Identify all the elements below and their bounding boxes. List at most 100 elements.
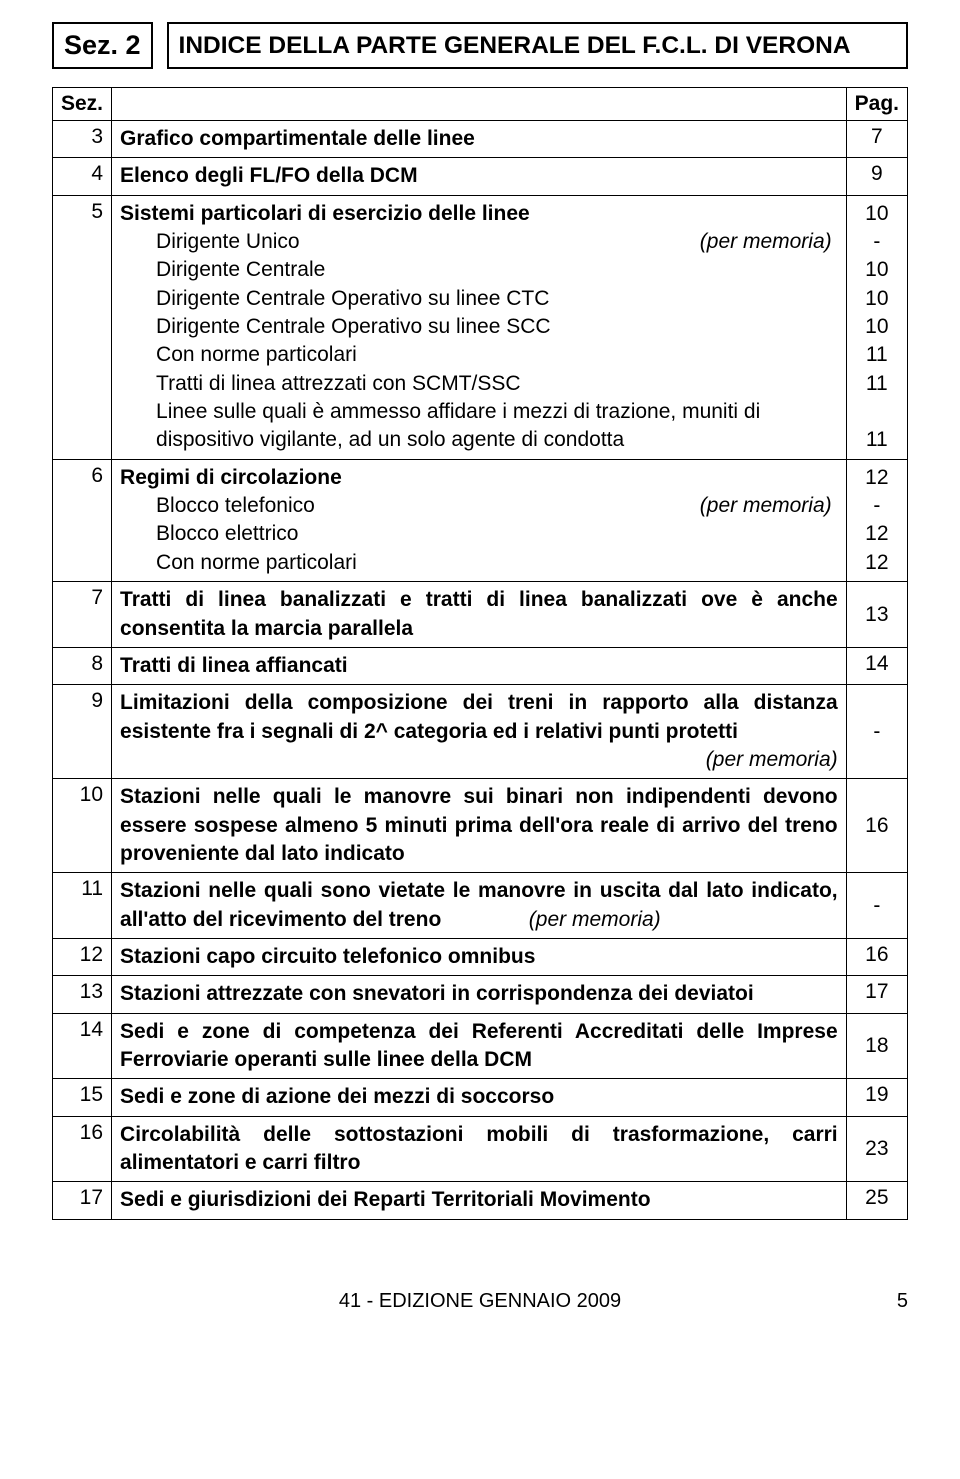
row-number: 5 [53,195,112,459]
row-page: 23 [846,1116,907,1182]
row-number: 11 [53,873,112,939]
col-header-sez: Sez. [53,88,112,121]
table-row: 3 Grafico compartimentale delle linee 7 [53,121,908,158]
row-page: 18 [846,1013,907,1079]
sub-item: Con norme particolari [120,549,838,577]
row-number: 8 [53,647,112,684]
row-title: Grafico compartimentale delle linee [112,121,847,158]
row-title: Stazioni capo circuito telefonico omnibu… [112,938,847,975]
memo-text: (per memoria) [529,908,661,931]
page-val: 11 [866,370,888,398]
row-desc: Sistemi particolari di esercizio delle l… [112,195,847,459]
page-val: - [873,492,880,520]
sub-item: Linee sulle quali è ammesso affidare i m… [120,398,838,455]
row-number: 4 [53,158,112,195]
row-title: Sedi e zone di azione dei mezzi di socco… [112,1079,847,1116]
page-val: 12 [865,549,888,577]
row-title: Tratti di linea affiancati [112,647,847,684]
page-val: 10 [865,313,888,341]
sub-label: Blocco telefonico [156,492,700,520]
row-number: 10 [53,779,112,873]
page-val [874,398,880,426]
row-number: 3 [53,121,112,158]
table-row: 8 Tratti di linea affiancati 14 [53,647,908,684]
table-row: 15 Sedi e zone di azione dei mezzi di so… [53,1079,908,1116]
table-row: 6 Regimi di circolazione Blocco telefoni… [53,459,908,581]
row-desc: Stazioni nelle quali sono vietate le man… [112,873,847,939]
row-number: 15 [53,1079,112,1116]
row-page: 16 [846,779,907,873]
row-number: 17 [53,1182,112,1219]
row-number: 7 [53,582,112,648]
row-page: 9 [846,158,907,195]
header-row: Sez. 2 INDICE DELLA PARTE GENERALE DEL F… [52,22,908,69]
table-row: 17 Sedi e giurisdizioni dei Reparti Terr… [53,1182,908,1219]
row-page: 13 [846,582,907,648]
row-title: Stazioni nelle quali sono vietate le man… [120,879,838,930]
row-title: Tratti di linea banalizzati e tratti di … [112,582,847,648]
row-page: 7 [846,121,907,158]
sub-item: Blocco telefonico (per memoria) [120,492,838,520]
table-row: 9 Limitazioni della composizione dei tre… [53,685,908,779]
document-title: INDICE DELLA PARTE GENERALE DEL F.C.L. D… [167,22,908,69]
sub-item: Blocco elettrico [120,520,838,548]
row-title: Sedi e zone di competenza dei Referenti … [112,1013,847,1079]
sub-item: Dirigente Centrale Operativo su linee SC… [120,313,838,341]
table-row: 12 Stazioni capo circuito telefonico omn… [53,938,908,975]
table-row: 5 Sistemi particolari di esercizio delle… [53,195,908,459]
footer: 41 - EDIZIONE GENNAIO 2009 5 [52,1290,908,1313]
row-page: 17 [846,976,907,1013]
row-desc: Limitazioni della composizione dei treni… [112,685,847,779]
sub-label: Dirigente Unico [156,228,700,256]
page-val: 10 [865,256,888,284]
row-page: 25 [846,1182,907,1219]
page-val: 11 [866,341,888,369]
page-val: - [873,228,880,256]
row-title: Stazioni nelle quali le manovre sui bina… [112,779,847,873]
row-title: Circolabilità delle sottostazioni mobili… [112,1116,847,1182]
page-val: 10 [865,200,888,228]
edition-text: 41 - EDIZIONE GENNAIO 2009 [339,1290,621,1312]
row-title: Sistemi particolari di esercizio delle l… [120,202,530,225]
row-number: 12 [53,938,112,975]
row-number: 16 [53,1116,112,1182]
table-row: 10 Stazioni nelle quali le manovre sui b… [53,779,908,873]
page-number: 5 [897,1290,908,1313]
sub-item: Dirigente Centrale Operativo su linee CT… [120,285,838,313]
table-row: 11 Stazioni nelle quali sono vietate le … [53,873,908,939]
col-header-desc [112,88,847,121]
page-val: 11 [866,426,888,454]
table-row: 16 Circolabilità delle sottostazioni mob… [53,1116,908,1182]
row-title: Stazioni attrezzate con snevatori in cor… [112,976,847,1013]
page-val: 12 [865,464,888,492]
sub-item: Dirigente Centrale [120,256,838,284]
page-val: 10 [865,285,888,313]
table-row: 4 Elenco degli FL/FO della DCM 9 [53,158,908,195]
row-number: 13 [53,976,112,1013]
row-desc: Regimi di circolazione Blocco telefonico… [112,459,847,581]
table-row: 14 Sedi e zone di competenza dei Referen… [53,1013,908,1079]
row-number: 14 [53,1013,112,1079]
page-val: 12 [865,520,888,548]
row-number: 9 [53,685,112,779]
table-header-row: Sez. Pag. [53,88,908,121]
row-page: 16 [846,938,907,975]
index-table: Sez. Pag. 3 Grafico compartimentale dell… [52,87,908,1220]
memo-text: (per memoria) [706,748,838,771]
row-title: Limitazioni della composizione dei treni… [120,691,838,742]
section-box: Sez. 2 [52,22,153,69]
row-page: - [846,873,907,939]
sub-item: Dirigente Unico (per memoria) [120,228,838,256]
memo-text: (per memoria) [700,228,838,256]
row-page: - [846,685,907,779]
row-number: 6 [53,459,112,581]
sub-item: Tratti di linea attrezzati con SCMT/SSC [120,370,838,398]
row-page: 14 [846,647,907,684]
row-title: Elenco degli FL/FO della DCM [112,158,847,195]
col-header-pag: Pag. [846,88,907,121]
row-page: 12 - 12 12 [846,459,907,581]
row-title: Regimi di circolazione [120,466,342,489]
table-row: 13 Stazioni attrezzate con snevatori in … [53,976,908,1013]
row-page: 19 [846,1079,907,1116]
row-page: 10 - 10 10 10 11 11 11 [846,195,907,459]
